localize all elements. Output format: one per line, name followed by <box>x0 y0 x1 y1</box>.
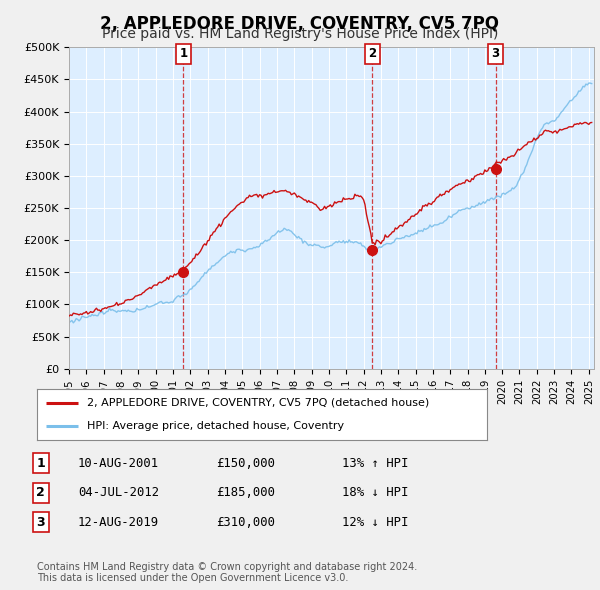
Text: 3: 3 <box>491 47 500 60</box>
Text: 2, APPLEDORE DRIVE, COVENTRY, CV5 7PQ: 2, APPLEDORE DRIVE, COVENTRY, CV5 7PQ <box>101 15 499 33</box>
Text: 12% ↓ HPI: 12% ↓ HPI <box>342 516 409 529</box>
Text: HPI: Average price, detached house, Coventry: HPI: Average price, detached house, Cove… <box>87 421 344 431</box>
Text: 13% ↑ HPI: 13% ↑ HPI <box>342 457 409 470</box>
Text: 1: 1 <box>179 47 188 60</box>
Text: 04-JUL-2012: 04-JUL-2012 <box>78 486 159 499</box>
Text: £185,000: £185,000 <box>216 486 275 499</box>
Text: 10-AUG-2001: 10-AUG-2001 <box>78 457 159 470</box>
Text: 2: 2 <box>37 486 45 499</box>
Text: 2: 2 <box>368 47 376 60</box>
Text: £150,000: £150,000 <box>216 457 275 470</box>
Text: 18% ↓ HPI: 18% ↓ HPI <box>342 486 409 499</box>
Text: Price paid vs. HM Land Registry's House Price Index (HPI): Price paid vs. HM Land Registry's House … <box>102 27 498 41</box>
Text: 2, APPLEDORE DRIVE, COVENTRY, CV5 7PQ (detached house): 2, APPLEDORE DRIVE, COVENTRY, CV5 7PQ (d… <box>87 398 429 408</box>
Text: Contains HM Land Registry data © Crown copyright and database right 2024.
This d: Contains HM Land Registry data © Crown c… <box>37 562 418 584</box>
Text: 3: 3 <box>37 516 45 529</box>
Text: 1: 1 <box>37 457 45 470</box>
Text: 12-AUG-2019: 12-AUG-2019 <box>78 516 159 529</box>
Text: £310,000: £310,000 <box>216 516 275 529</box>
